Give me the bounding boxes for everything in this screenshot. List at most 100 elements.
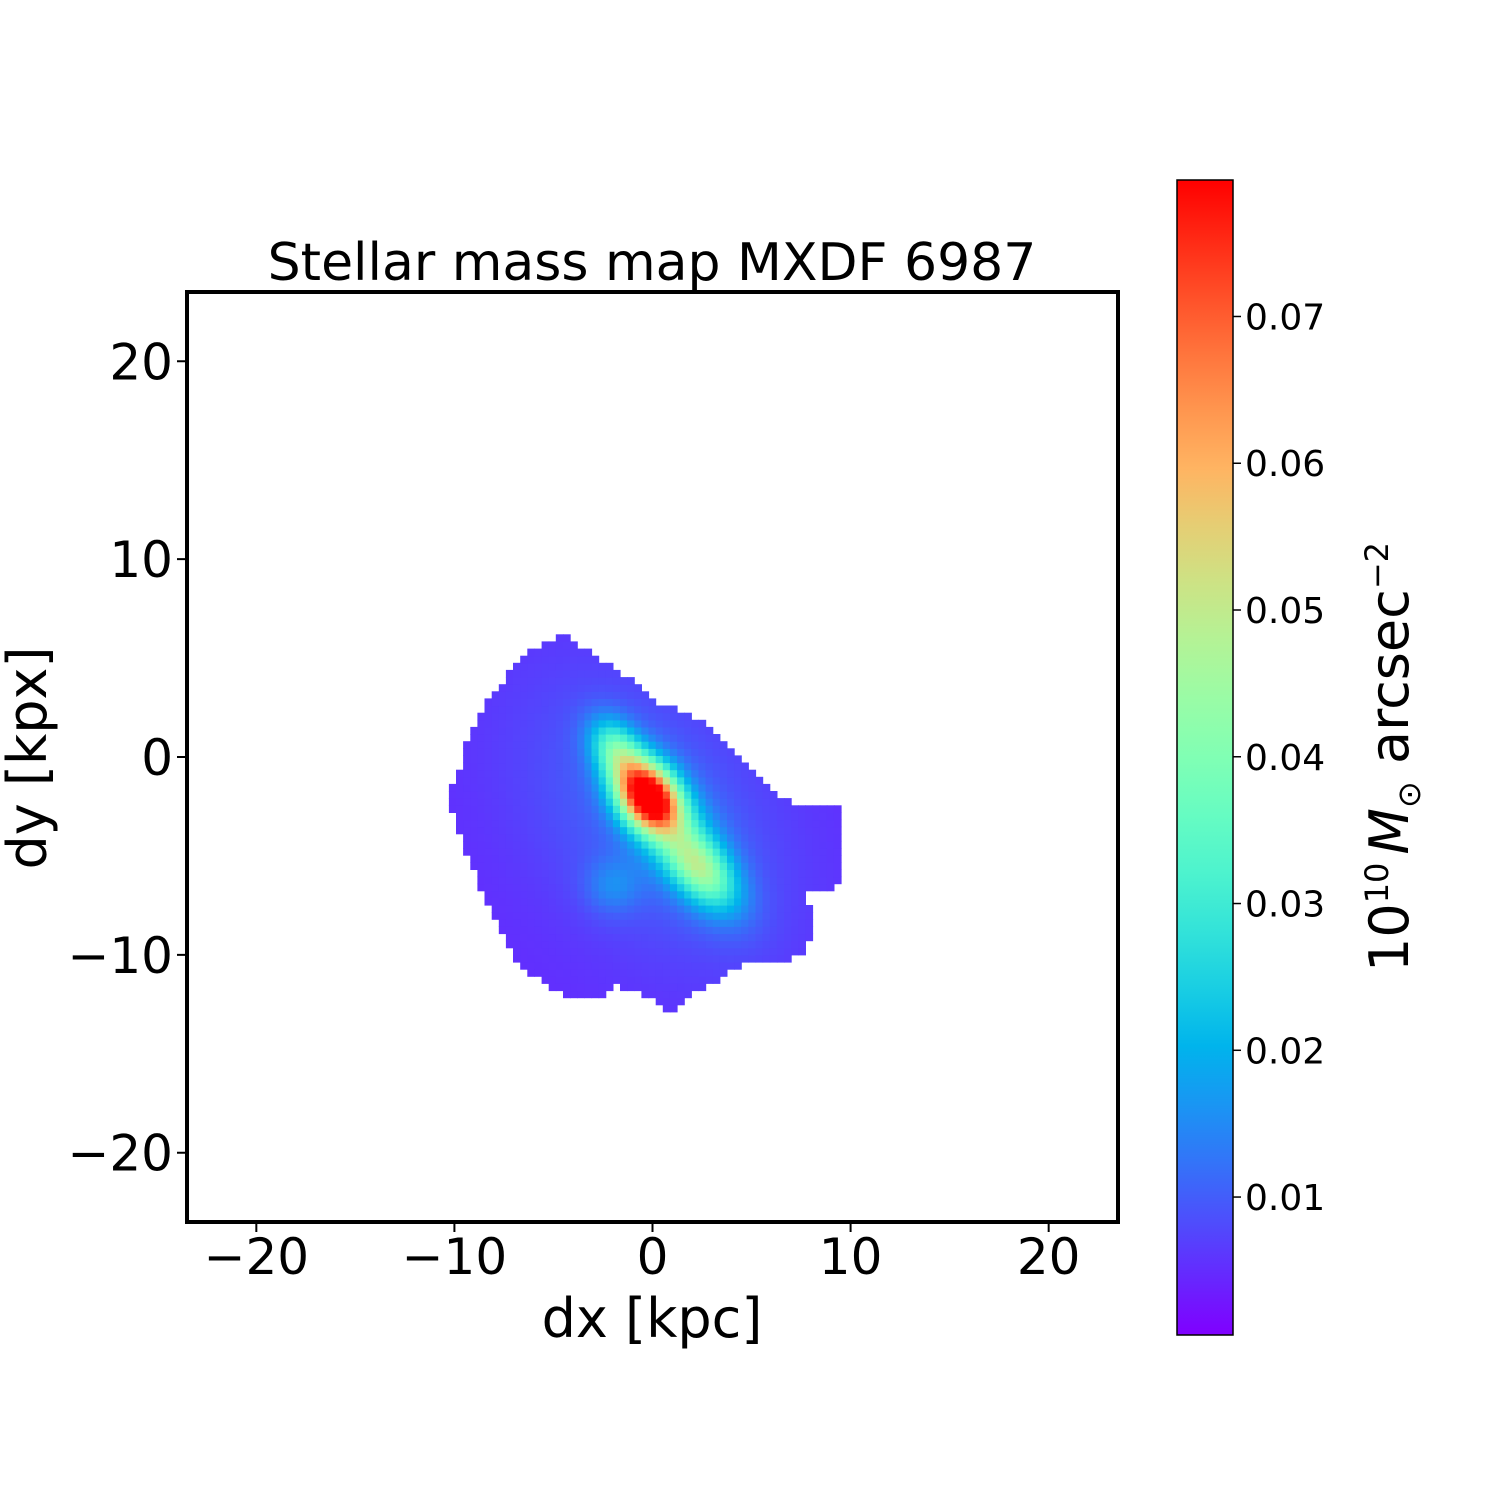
heatmap-cell [577,819,585,828]
heatmap-cell [598,983,607,992]
heatmap-cell [541,919,550,927]
heatmap-cell [677,840,685,849]
heatmap-cell [641,712,650,721]
heatmap-cell [498,762,507,771]
heatmap-cell [755,947,764,956]
heatmap-cell [684,840,692,849]
heatmap-cell [563,976,571,984]
heatmap-cell [555,748,564,756]
heatmap-cell [584,890,593,899]
heatmap-cell [684,954,692,963]
heatmap-cell [505,869,514,878]
heatmap-cell [555,969,564,977]
heatmap-cell [712,905,721,913]
heatmap-cell [634,812,642,821]
heatmap-cell [534,769,543,778]
heatmap-cell [705,947,714,956]
heatmap-cell [755,776,764,785]
heatmap-cell [641,812,650,821]
heatmap-cell [634,897,642,906]
heatmap-cell [627,876,635,885]
heatmap-cell [677,741,685,749]
heatmap-cell [541,905,550,913]
heatmap-cell [833,805,842,813]
heatmap-cell [741,926,749,935]
heatmap-cell [505,791,514,799]
heatmap-cell [513,826,521,835]
heatmap-cell [727,947,735,956]
heatmap-cell [755,862,764,870]
heatmap-cell [627,940,635,949]
heatmap-cell [776,905,785,913]
heatmap-cell [584,726,593,735]
heatmap-cell [684,947,692,956]
heatmap-cell [669,905,678,913]
heatmap-cell [541,962,550,970]
heatmap-cell [662,719,671,728]
heatmap-cell [505,890,514,899]
heatmap-cell [577,812,585,821]
heatmap-cell [591,969,600,977]
heatmap-cell [826,855,835,863]
heatmap-cell [463,826,471,835]
heatmap-cell [705,926,714,935]
heatmap-cell [791,848,799,856]
heatmap-cell [627,798,635,806]
heatmap-cell [605,669,614,678]
heatmap-cell [719,933,728,942]
heatmap-cell [534,883,543,892]
heatmap-cell [505,677,514,685]
heatmap-cell [527,848,535,856]
heatmap-cell [520,719,528,728]
heatmap-cell [470,762,478,771]
heatmap-cell [698,876,707,885]
heatmap-cell [548,976,557,984]
heatmap-cell [584,833,593,842]
heatmap-cell [826,805,835,813]
heatmap-cell [598,848,607,856]
heatmap-cell [584,883,593,892]
heatmap-cell [484,741,493,749]
heatmap-cell [634,691,642,699]
heatmap-cell [798,862,806,870]
heatmap-cell [627,812,635,821]
heatmap-cell [684,783,692,792]
heatmap-cell [527,876,535,885]
x-axis-ticks: −20 −10 0 10 20 [204,1222,1080,1286]
heatmap-cell [662,976,671,984]
heatmap-cell [705,897,714,906]
heatmap-cell [484,719,493,728]
heatmap-cell [648,726,657,735]
heatmap-cell [563,947,571,956]
heatmap-cell [463,805,471,813]
heatmap-cell [705,826,714,835]
heatmap-cell [705,791,714,799]
heatmap-cell [719,912,728,920]
heatmap-cell [605,855,614,863]
heatmap-cell [641,840,650,849]
heatmap-cell [584,840,593,849]
heatmap-cell [505,698,514,707]
heatmap-cell [648,819,657,828]
heatmap-cell [563,805,571,813]
heatmap-cell [662,940,671,949]
heatmap-cell [712,769,721,778]
heatmap-cell [570,741,578,749]
heatmap-cell [563,798,571,806]
heatmap-cell [577,840,585,849]
heatmap-cell [677,791,685,799]
heatmap-cell [591,669,600,678]
heatmap-cell [527,940,535,949]
heatmap-cell [598,691,607,699]
heatmap-cell [570,776,578,785]
heatmap-cell [527,862,535,870]
heatmap-cell [705,855,714,863]
heatmap-cell [634,734,642,742]
heatmap-cell [784,883,792,892]
heatmap-cell [548,648,557,657]
heatmap-cell [477,869,486,878]
heatmap-cell [555,840,564,849]
heatmap-cell [541,726,550,735]
heatmap-cell [698,855,707,863]
heatmap-cell [691,883,699,892]
